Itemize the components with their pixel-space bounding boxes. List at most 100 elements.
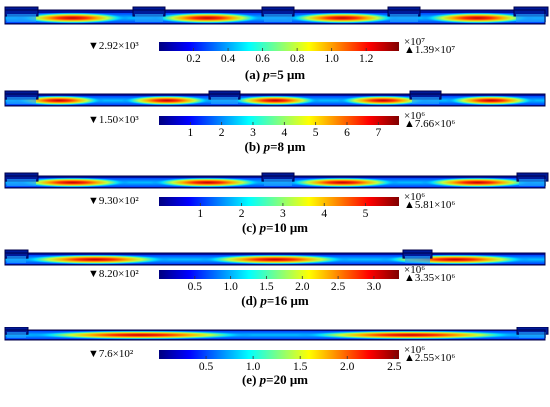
panel-caption: (b) p=8 μm xyxy=(0,139,550,155)
grating-block-glow xyxy=(412,97,439,104)
colorbar-tick-label: 4 xyxy=(321,208,328,220)
colorbar-tick-label: 0.5 xyxy=(198,361,214,373)
field-hotspot xyxy=(199,254,351,265)
colorbar-tick-label: 2.0 xyxy=(340,361,355,373)
colorbar-tick-label: 3 xyxy=(280,208,286,220)
colorbar xyxy=(159,42,399,51)
colorbar-tick-label: 5 xyxy=(312,127,319,139)
caption-variable: p xyxy=(259,372,267,387)
caption-label: (c) xyxy=(241,220,260,235)
field-hotspot xyxy=(420,12,535,24)
colorbar-exponent: ×10⁷ xyxy=(404,36,426,48)
figure-panel: ▼7.6×10² ×10⁶ ▲2.55×10⁶ 0.5 1.0 1.5 2.0 2.5 (e) … xyxy=(0,327,550,407)
grating-block-glow xyxy=(519,332,546,338)
colorbar-tick-label: 1.5 xyxy=(259,281,274,293)
colorbar-min-label: ▼9.30×10² xyxy=(88,195,139,207)
caption-value: =8 μm xyxy=(270,139,306,154)
colorbar-tick-label: 2.5 xyxy=(330,281,346,293)
caption-value: =20 μm xyxy=(266,372,309,387)
colorbar xyxy=(159,270,399,279)
field-hotspot xyxy=(285,177,400,188)
field-strip-core xyxy=(5,331,545,339)
caption-variable: p xyxy=(259,220,267,235)
field-hotspot xyxy=(121,95,213,106)
caption-value: =5 μm xyxy=(269,67,306,82)
field-distribution-strip xyxy=(4,90,546,107)
colorbar-tick-label: 0.8 xyxy=(289,53,305,65)
panel-caption: (c) p=10 μm xyxy=(0,220,550,236)
colorbar-tick-label: 3 xyxy=(250,127,256,139)
colorbar-tick-label: 2 xyxy=(238,208,245,220)
colorbar xyxy=(159,116,399,125)
colorbar-exponent: ×10⁶ xyxy=(404,110,426,122)
grating-block-glow xyxy=(519,179,546,186)
grating-block-glow xyxy=(264,14,292,22)
grating-block-glow xyxy=(7,332,26,338)
field-distribution-strip xyxy=(4,6,549,25)
colorbar-tick-label: 1.0 xyxy=(324,53,339,65)
field-distribution-strip xyxy=(4,327,549,341)
caption-variable: p xyxy=(263,139,271,154)
colorbar-tick-label: 5 xyxy=(362,208,369,220)
field-hotspot xyxy=(337,95,429,106)
field-hotspot xyxy=(445,95,537,106)
caption-variable: p xyxy=(263,67,270,82)
colorbar-tick-label: 6 xyxy=(344,127,350,139)
colorbar-exponent: ×10⁶ xyxy=(404,344,426,356)
colorbar-max-label: ▲3.35×10⁶ xyxy=(404,272,456,284)
colorbar-tick-label: 0.2 xyxy=(186,53,201,65)
grating-block-glow xyxy=(264,179,292,186)
colorbar-tick-label: 1 xyxy=(197,208,204,220)
grating-block-glow xyxy=(405,256,430,263)
colorbar-tick-label: 1.5 xyxy=(292,361,308,373)
caption-value: =10 μm xyxy=(266,220,309,235)
field-hotspot xyxy=(150,12,265,24)
colorbar-exponent: ×10⁶ xyxy=(404,264,426,276)
caption-value: =16 μm xyxy=(266,293,309,308)
panel-caption: (e) p=20 μm xyxy=(0,372,550,388)
colorbar-tick-label: 1.0 xyxy=(245,361,261,373)
figure-panel: ▼8.20×10² ×10⁶ ▲3.35×10⁶ 0.5 1.0 1.5 2.0 2.5 3.0… xyxy=(0,249,550,329)
grating-block-glow xyxy=(7,179,36,186)
colorbar-tick-label: 2.5 xyxy=(387,361,402,373)
colorbar-min-label: ▼8.20×10² xyxy=(88,268,139,280)
colorbar-min-label: ▼2.92×10³ xyxy=(88,40,139,52)
colorbar-tick-label: 4 xyxy=(281,127,288,139)
grating-block-glow xyxy=(390,14,418,22)
colorbar-tick-label: 3.0 xyxy=(366,281,382,293)
colorbar-tick-label: 7 xyxy=(375,127,382,139)
colorbar-max-label: ▲7.66×10⁶ xyxy=(404,118,456,130)
grating-block-glow xyxy=(7,14,36,22)
colorbar-tick-label: 1.2 xyxy=(359,53,374,65)
field-hotspot xyxy=(420,177,535,188)
figure-panel: ▼1.50×10³ ×10⁶ ▲7.66×10⁶ 1 2 3 4 5 6 7 (b) p=8 μm xyxy=(0,87,550,167)
figure-panel: ▼2.92×10³ ×10⁷ ▲1.39×10⁷ 0.2 0.4 0.6 0.8 1.0 1.2… xyxy=(0,5,550,85)
colorbar-tick-label: 2.0 xyxy=(295,281,310,293)
colorbar-tick-label: 0.4 xyxy=(220,53,236,65)
panel-caption: (d) p=16 μm xyxy=(0,293,550,309)
field-hotspot xyxy=(229,95,321,106)
panel-caption: (a) p=5 μm xyxy=(0,67,550,83)
caption-label: (b) xyxy=(244,139,264,154)
field-hotspot xyxy=(19,254,171,265)
field-distribution-strip xyxy=(4,249,546,266)
colorbar-tick-label: 2 xyxy=(218,127,225,139)
colorbar-max-label: ▲5.81×10⁶ xyxy=(404,199,456,211)
caption-label: (a) xyxy=(244,67,264,82)
colorbar-min-label: ▼1.50×10³ xyxy=(88,114,139,126)
field-hotspot xyxy=(285,12,400,24)
colorbar-tick-label: 1 xyxy=(187,127,194,139)
colorbar-max-label: ▲1.39×10⁷ xyxy=(404,44,456,56)
field-hotspot xyxy=(15,177,130,188)
caption-label: (e) xyxy=(241,372,260,387)
colorbar-tick-label: 0.5 xyxy=(187,281,202,293)
colorbar-min-label: ▼7.6×10² xyxy=(88,348,134,360)
grating-block-glow xyxy=(7,256,26,263)
grating-block-glow xyxy=(211,97,238,104)
field-hotspot xyxy=(296,330,524,340)
caption-variable: p xyxy=(260,293,267,308)
field-hotspot xyxy=(26,330,254,340)
field-hotspot xyxy=(15,12,130,24)
grating-block-glow xyxy=(7,97,36,104)
grating-block-glow xyxy=(135,14,163,22)
